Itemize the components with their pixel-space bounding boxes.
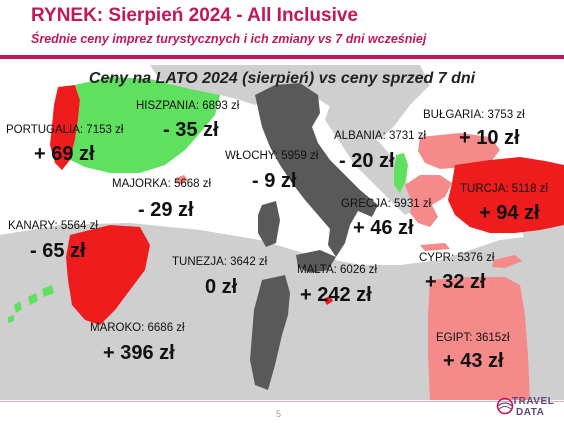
region-wlochy bbox=[255, 83, 378, 257]
change-tunezja: 0 zł bbox=[205, 276, 238, 298]
map-area bbox=[0, 65, 564, 400]
region-kanary-3 bbox=[42, 285, 54, 297]
change-cypr: + 32 zł bbox=[425, 271, 486, 293]
region-albania bbox=[394, 153, 408, 193]
label-cypr: CYPR: 5376 zł bbox=[419, 252, 495, 264]
label-bulgaria: BUŁGARIA: 3753 zł bbox=[423, 109, 525, 121]
logo-globe-icon bbox=[496, 397, 514, 415]
travel-data-logo: TRAVEL DATA bbox=[494, 394, 560, 420]
label-egipt: EGIPT: 3615zł bbox=[436, 332, 510, 344]
change-portugalia: + 69 zł bbox=[34, 143, 95, 165]
footer-divider bbox=[0, 401, 564, 402]
label-majorka: MAJORKA: 5668 zł bbox=[112, 178, 212, 190]
region-majorka bbox=[175, 175, 188, 184]
region-sycylia bbox=[296, 250, 336, 273]
slide-header: RYNEK: Sierpień 2024 - All Inclusive Śre… bbox=[0, 0, 564, 62]
label-malta: MALTA: 6026 zł bbox=[297, 264, 378, 276]
change-wlochy: - 9 zł bbox=[252, 170, 297, 192]
label-portugalia: PORTUGALIA: 7153 zł bbox=[6, 124, 124, 136]
change-egipt: + 43 zł bbox=[443, 350, 504, 372]
change-grecja: + 46 zł bbox=[353, 217, 414, 239]
region-malta bbox=[323, 296, 333, 305]
region-maroko bbox=[66, 225, 150, 325]
region-kanary-2 bbox=[28, 293, 38, 305]
label-grecja: GRECJA: 5931 zł bbox=[341, 198, 432, 210]
label-turcja: TURCJA: 5118 zł bbox=[460, 183, 548, 195]
region-egipt bbox=[428, 277, 530, 400]
label-tunezja: TUNEZJA: 3642 zł bbox=[172, 256, 268, 268]
region-tunezja bbox=[250, 275, 290, 390]
region-sardynia bbox=[258, 201, 280, 247]
region-portugalia bbox=[50, 85, 80, 170]
slide-subtitle: Średnie ceny imprez turystycznych i ich … bbox=[31, 32, 427, 46]
region-hiszpania bbox=[70, 77, 220, 173]
change-turcja: + 94 zł bbox=[479, 202, 540, 224]
land-europe bbox=[150, 65, 430, 140]
change-kanary: - 65 zł bbox=[30, 240, 86, 262]
region-cypr bbox=[492, 255, 522, 268]
change-hiszpania: - 35 zł bbox=[163, 119, 219, 141]
map-title: Ceny na LATO 2024 (sierpień) vs ceny spr… bbox=[88, 70, 476, 87]
label-hiszpania: HISZPANIA: 6893 zł bbox=[136, 100, 240, 112]
slide-title: RYNEK: Sierpień 2024 - All Inclusive bbox=[31, 5, 358, 26]
region-turcja bbox=[448, 157, 564, 233]
change-majorka: - 29 zł bbox=[138, 199, 194, 221]
region-bulgaria bbox=[418, 133, 500, 169]
change-maroko: + 396 zł bbox=[103, 342, 175, 364]
region-grecja bbox=[405, 175, 452, 227]
label-wlochy: WŁOCHY: 5959 zł bbox=[225, 150, 319, 162]
change-albania: - 20 zł bbox=[339, 150, 395, 172]
region-kanary-4 bbox=[8, 315, 14, 323]
region-kreta bbox=[420, 243, 450, 251]
change-malta: + 242 zł bbox=[300, 284, 372, 306]
label-kanary: KANARY: 5564 zł bbox=[8, 220, 98, 232]
page-number: 5 bbox=[276, 409, 282, 419]
label-maroko: MAROKO: 6686 zł bbox=[90, 322, 185, 334]
header-divider bbox=[0, 55, 564, 59]
logo-text-data: DATA bbox=[516, 407, 545, 418]
region-kanary-1 bbox=[14, 301, 22, 313]
change-bulgaria: + 10 zł bbox=[459, 127, 520, 149]
logo-text-travel: TRAVEL bbox=[512, 396, 555, 407]
label-albania: ALBANIA: 3731 zł bbox=[334, 130, 427, 142]
mediterranean-map bbox=[0, 65, 564, 400]
